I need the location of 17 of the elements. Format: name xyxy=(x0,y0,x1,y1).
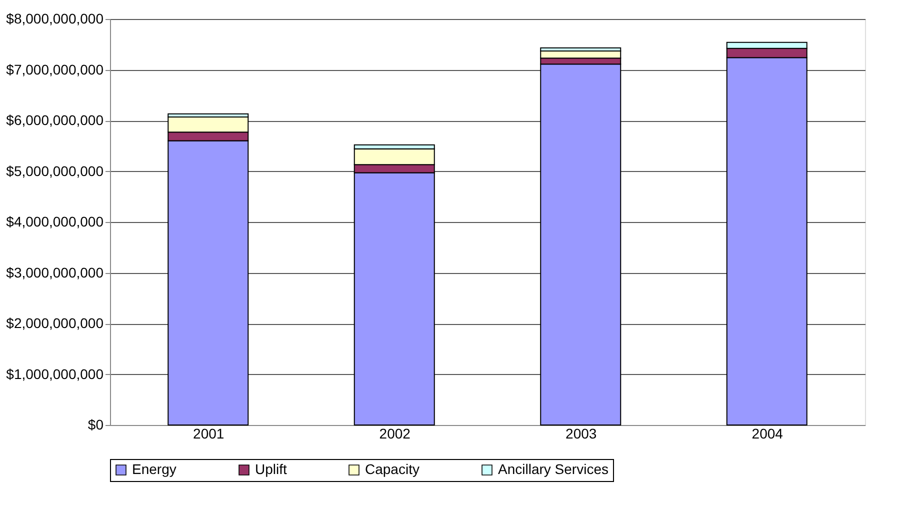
y-tick-label: $7,000,000,000 xyxy=(6,61,104,78)
legend-label: Capacity xyxy=(365,461,420,477)
legend-label: Uplift xyxy=(255,461,288,477)
y-tick-label: $3,000,000,000 xyxy=(6,264,104,280)
y-tick-label: $8,000,000,000 xyxy=(6,10,104,26)
y-tick-label: $4,000,000,000 xyxy=(6,214,104,230)
legend-label: Ancillary Services xyxy=(498,461,608,477)
x-tick-label: 2001 xyxy=(193,426,224,442)
y-tick-label: $5,000,000,000 xyxy=(6,162,104,179)
x-tick-label: 2004 xyxy=(752,426,784,442)
x-tick-label: 2003 xyxy=(566,426,597,442)
y-tick-label: $6,000,000,000 xyxy=(6,112,104,128)
y-tick-label: $2,000,000,000 xyxy=(6,315,104,331)
x-tick-label: 2002 xyxy=(379,426,411,442)
legend-label: Energy xyxy=(132,461,176,477)
y-tick-label: $0 xyxy=(88,416,104,432)
y-tick-label: $1,000,000,000 xyxy=(6,366,104,382)
